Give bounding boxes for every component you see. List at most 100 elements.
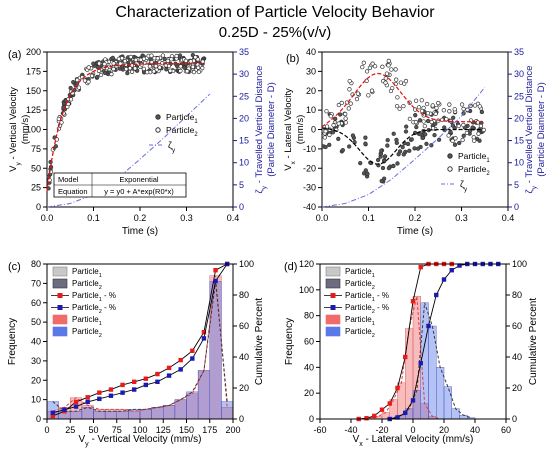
b-point-particle1 xyxy=(382,176,387,181)
a-point-particle2 xyxy=(193,55,198,60)
b-point-particle2 xyxy=(347,87,352,92)
b-point-particle2 xyxy=(394,103,400,109)
c-legend-label-density-particle2: Particle2 xyxy=(72,279,102,291)
d-legend-marker-cumulative-particle1 xyxy=(330,293,336,298)
b-legend-marker-particle1 xyxy=(447,153,453,159)
c-cumulative-point-particle1 xyxy=(178,357,183,363)
a-fit-table-equation-value: y = y0 + A*exp(R0*x) xyxy=(104,187,174,196)
d-cumulative-point-particle1 xyxy=(395,385,400,391)
d-x-tick-label: -40 xyxy=(344,425,357,435)
a-point-particle2 xyxy=(169,57,174,62)
b-point-particle1 xyxy=(363,135,368,140)
a-point-particle2 xyxy=(59,120,64,125)
c-cumulative-point-particle2 xyxy=(131,387,137,392)
a-point-particle2 xyxy=(86,79,91,84)
c-cumulative-point-particle2 xyxy=(190,356,195,361)
c-legend-marker-density-particle2 xyxy=(52,278,68,289)
b-y-axis-label-unit: (mm/s) xyxy=(295,115,306,145)
d-cumulative-point-particle2 xyxy=(418,361,423,366)
d-x-tick-label: -60 xyxy=(313,425,326,435)
b-y-tick-label: -30 xyxy=(303,183,316,193)
c-cumulative-point-particle2 xyxy=(120,390,125,395)
c-bar-particle2 xyxy=(81,407,94,420)
b-point-particle2 xyxy=(343,111,348,117)
a-point-particle1 xyxy=(91,61,96,66)
c-panel-label: (c) xyxy=(8,261,21,273)
b-y2-tick-label: 20 xyxy=(514,113,524,123)
d-cumulative-point-particle2 xyxy=(403,410,408,415)
b-point-particle1 xyxy=(338,112,343,117)
a-y2-tick-label: 5 xyxy=(239,180,244,190)
b-point-particle1 xyxy=(448,129,453,135)
b-point-particle1 xyxy=(394,140,399,146)
d-y-tick-label: 0 xyxy=(309,414,314,424)
b-point-particle1 xyxy=(457,140,462,146)
b-point-particle1 xyxy=(403,129,409,134)
b-point-particle2 xyxy=(327,132,332,138)
b-point-particle2 xyxy=(452,107,457,112)
a-point-particle1 xyxy=(177,53,183,58)
b-point-particle2 xyxy=(398,80,403,85)
a-point-particle2 xyxy=(102,61,107,67)
d-legend-label-cumulative-particle1: Particle1 - % xyxy=(345,291,389,303)
c-x-tick-label: 150 xyxy=(179,425,194,435)
a-y2-tick-label: 20 xyxy=(239,113,249,123)
a-y2-tick-label: 10 xyxy=(239,158,249,168)
b-point-particle2 xyxy=(389,67,394,72)
c-cumulative-point-particle1 xyxy=(213,268,218,273)
b-point-particle2 xyxy=(444,116,449,122)
c-legend-label-cumulative-particle2: Particle2 - % xyxy=(72,303,116,315)
b-legend-label-zeta: ζy xyxy=(460,179,468,193)
d-cumulative-point-particle2 xyxy=(395,415,400,420)
c-y2-tick-label: 0 xyxy=(239,414,244,424)
d-x-tick-label: 60 xyxy=(501,425,511,435)
b-point-particle2 xyxy=(434,105,439,111)
b-y2-tick-label: 25 xyxy=(514,91,524,101)
b-point-particle1 xyxy=(450,123,456,128)
b-point-particle1 xyxy=(461,133,466,138)
b-point-particle2 xyxy=(383,80,388,85)
b-point-particle1 xyxy=(323,144,328,150)
b-point-particle2 xyxy=(421,119,426,124)
d-cumulative-point-particle1 xyxy=(372,413,377,419)
b-panel-label: (b) xyxy=(286,53,299,65)
b-point-particle2 xyxy=(447,109,452,114)
a-point-particle2 xyxy=(190,64,195,70)
a-zeta-line xyxy=(46,93,211,208)
c-y-tick-label: 10 xyxy=(31,395,41,405)
c-cumulative-point-particle2 xyxy=(73,404,79,409)
d-legend-label-cumulative-particle2: Particle2 - % xyxy=(345,303,389,315)
b-point-particle1 xyxy=(340,147,346,153)
b-point-particle2 xyxy=(419,108,425,114)
b-point-particle2 xyxy=(366,93,371,98)
b-point-particle2 xyxy=(461,122,466,128)
a-fit-table-model-label: Model xyxy=(58,175,79,184)
b-point-particle2 xyxy=(369,88,375,93)
b-point-particle2 xyxy=(450,138,455,144)
c-y-tick-label: 30 xyxy=(31,356,41,366)
b-point-particle2 xyxy=(323,129,328,134)
a-legend-label-particle1: Particle1 xyxy=(166,112,198,125)
b-point-particle2 xyxy=(347,78,352,84)
c-cumulative-point-particle2 xyxy=(85,399,90,405)
a-point-particle1 xyxy=(71,79,76,85)
a-y2-tick-label: 35 xyxy=(239,47,249,57)
c-cumulative-point-particle1 xyxy=(120,382,125,388)
b-point-particle1 xyxy=(405,141,411,147)
b-point-particle1 xyxy=(386,165,392,171)
a-x-tick-label: 0.1 xyxy=(87,213,100,223)
c-y2-tick-label: 60 xyxy=(239,321,249,331)
c-cumulative-point-particle2 xyxy=(108,393,114,398)
c-cumulative-point-particle2 xyxy=(201,336,207,341)
c-bar-particle2 xyxy=(151,407,164,420)
c-cumulative-point-particle2 xyxy=(178,367,183,372)
b-point-particle1 xyxy=(417,118,423,123)
c-bar-particle2 xyxy=(139,409,152,420)
a-point-particle2 xyxy=(183,58,189,63)
b-y-tick-label: -20 xyxy=(303,163,316,173)
b-x-tick-label: 0.0 xyxy=(316,213,329,223)
c-y2-tick-label: 80 xyxy=(239,290,249,300)
d-legend-marker-cumulative-particle2 xyxy=(330,305,336,310)
a-point-particle2 xyxy=(165,58,170,64)
d-x-tick-label: 20 xyxy=(439,425,449,435)
